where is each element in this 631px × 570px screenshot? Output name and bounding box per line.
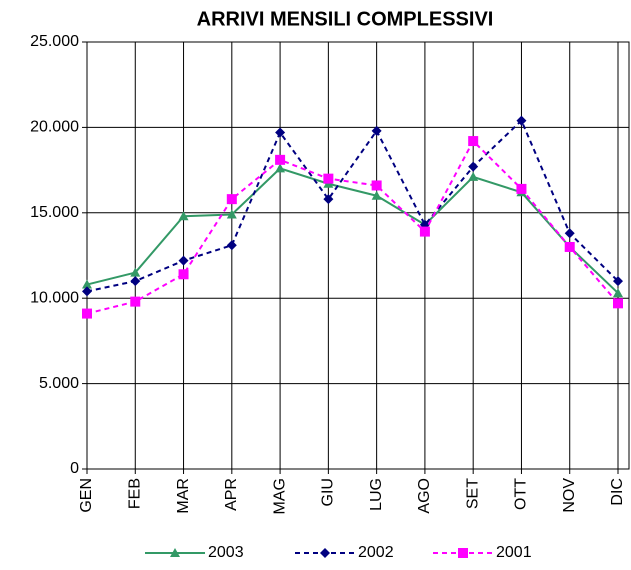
y-tick-label: 10.000	[30, 289, 79, 306]
series-line	[86, 118, 619, 293]
y-tick-label: 25.000	[30, 33, 79, 50]
data-point	[130, 267, 141, 277]
series-line	[86, 167, 619, 294]
data-point	[82, 279, 92, 289]
data-point	[275, 127, 286, 138]
y-tick-label: 15.000	[30, 204, 79, 221]
data-point	[130, 276, 141, 287]
legend-marker	[320, 548, 330, 558]
data-point	[323, 173, 334, 184]
x-tick-label: GEN	[78, 478, 95, 513]
data-point	[468, 136, 479, 147]
data-point	[371, 190, 382, 200]
data-point	[613, 298, 623, 309]
series-line	[86, 139, 619, 315]
data-point	[226, 209, 237, 219]
data-point	[130, 296, 141, 307]
data-point	[468, 161, 479, 172]
x-tick-label: MAG	[271, 478, 288, 514]
data-point	[275, 163, 286, 173]
data-point	[419, 226, 430, 237]
data-point	[323, 194, 334, 205]
legend-label: 2003	[208, 544, 244, 561]
data-point	[516, 183, 527, 194]
data-point	[82, 308, 92, 319]
x-tick-label: SET	[464, 478, 481, 509]
data-point	[468, 171, 479, 181]
y-tick-label: 20.000	[30, 119, 79, 136]
data-point	[178, 269, 189, 280]
data-point	[226, 194, 237, 205]
data-point	[178, 211, 189, 221]
data-point	[178, 255, 189, 266]
chart-title: ARRIVI MENSILI COMPLESSIVI	[197, 8, 494, 30]
data-point	[226, 240, 237, 251]
legend-label: 2001	[496, 544, 532, 561]
data-point	[516, 115, 527, 126]
plot-border	[86, 41, 630, 470]
x-tick-label: NOV	[561, 478, 578, 513]
legend-marker	[170, 548, 180, 557]
x-tick-label: LUG	[368, 478, 385, 511]
data-point	[371, 125, 382, 136]
data-point	[82, 286, 92, 297]
legend-label: 2002	[358, 544, 394, 561]
x-tick-label: OTT	[513, 478, 530, 510]
data-point	[564, 241, 575, 252]
x-tick-label: FEB	[126, 478, 143, 509]
x-tick-label: GIU	[320, 478, 337, 506]
legend-marker	[458, 548, 468, 558]
data-point	[613, 276, 623, 287]
x-tick-label: APR	[223, 478, 240, 511]
x-tick-label: MAR	[175, 478, 192, 514]
data-point	[371, 180, 382, 191]
y-tick-label: 5.000	[39, 375, 79, 392]
data-point	[275, 154, 286, 165]
x-tick-label: AGO	[416, 478, 433, 514]
y-tick-label: 0	[70, 460, 79, 477]
data-point	[613, 288, 623, 298]
x-tick-label: DIC	[609, 478, 626, 506]
data-point	[564, 228, 575, 239]
